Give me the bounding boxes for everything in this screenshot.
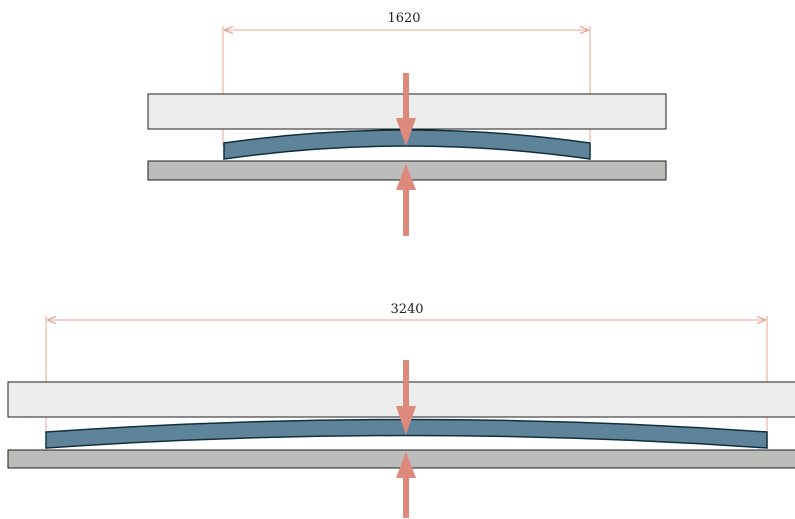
figure-short-span: 1620 — [147, 11, 667, 236]
load-arrow-down — [396, 360, 416, 435]
load-arrow-down — [396, 73, 416, 146]
dimension-label: 3240 — [390, 302, 423, 317]
beam — [45, 418, 768, 449]
beam — [223, 129, 591, 160]
dimension-label: 1620 — [387, 11, 420, 26]
reaction-arrow-up — [396, 452, 416, 518]
reaction-arrow-up — [396, 164, 416, 236]
figure-long-span: 3240 — [7, 302, 795, 518]
